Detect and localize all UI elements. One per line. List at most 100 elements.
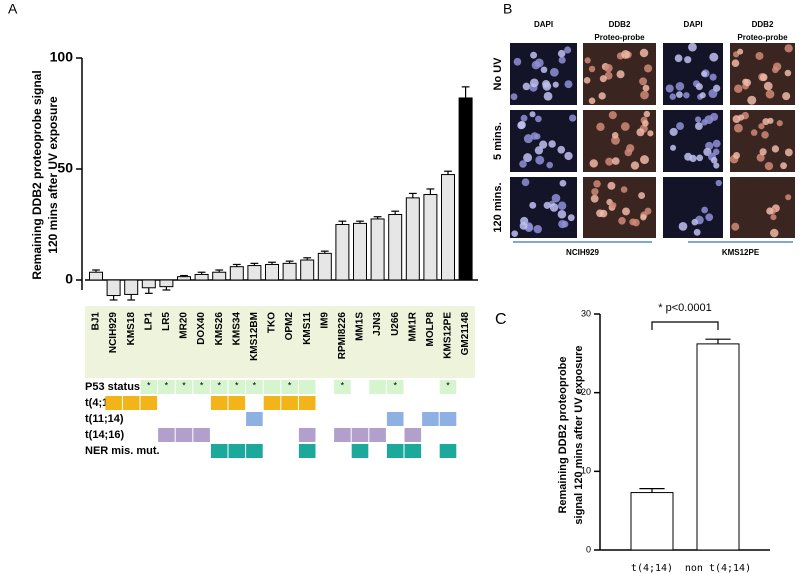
cell-nucleus xyxy=(520,114,528,122)
x-tick-label: KMS12PE xyxy=(443,312,454,359)
bar xyxy=(89,271,103,281)
cell-nucleus xyxy=(564,80,573,89)
cell-nucleus xyxy=(530,51,538,59)
annotation-cell xyxy=(386,412,404,426)
cell-nucleus xyxy=(593,180,601,188)
bar xyxy=(141,279,156,289)
cell-nucleus xyxy=(611,135,620,145)
annotation-cell xyxy=(281,380,298,394)
x-tick-label: MM1S xyxy=(355,312,366,341)
column-label: Proteo-probe xyxy=(594,33,645,42)
x-tick-label: IM9 xyxy=(319,312,330,329)
cell-nucleus xyxy=(618,217,626,225)
cell-nucleus xyxy=(588,97,596,105)
x-tick-label: t(4;14) xyxy=(631,563,673,574)
cell-nucleus xyxy=(688,42,697,52)
cell-nucleus xyxy=(765,89,775,99)
cell-nucleus xyxy=(689,154,697,163)
cell-nucleus xyxy=(611,132,619,139)
x-tick-label: RPMI8226 xyxy=(337,312,348,360)
cell-nucleus xyxy=(604,63,613,73)
cell-nucleus xyxy=(640,214,647,221)
cell-nucleus xyxy=(591,188,599,196)
annotation-cell xyxy=(175,380,193,394)
cell-nucleus xyxy=(769,228,779,238)
cell-nucleus xyxy=(669,93,676,100)
cell-nucleus xyxy=(639,77,648,86)
cell-nucleus xyxy=(731,59,740,67)
micrograph xyxy=(663,177,723,238)
cell-nucleus xyxy=(549,67,559,77)
cell-nucleus xyxy=(535,155,545,165)
annotation-cell xyxy=(175,428,193,442)
x-tick-label: non t(4;14) xyxy=(685,563,751,574)
cell-nucleus xyxy=(709,73,717,81)
cell-nucleus xyxy=(678,222,688,231)
panel-label: C xyxy=(495,311,507,328)
cell-nucleus xyxy=(713,162,720,169)
row-label: 120 mins. xyxy=(492,182,504,232)
star: * xyxy=(393,380,397,390)
x-tick-label: KMS18 xyxy=(126,312,137,346)
cell-nucleus xyxy=(784,44,793,53)
cell-nucleus xyxy=(770,214,777,221)
cell-nucleus xyxy=(551,193,561,203)
annotation-cell xyxy=(422,412,439,426)
cell-nucleus xyxy=(712,139,721,148)
cell-nucleus xyxy=(767,117,774,124)
x-tick-label: KMS11 xyxy=(302,312,313,345)
cell-nucleus xyxy=(695,83,703,91)
cell-nucleus xyxy=(622,207,630,216)
panel-label: A xyxy=(8,1,18,17)
cell-nucleus xyxy=(599,75,607,83)
bar xyxy=(106,279,121,297)
column-label: DDB2 xyxy=(752,20,774,29)
bar xyxy=(317,252,332,281)
bar xyxy=(423,194,438,281)
cell-nucleus xyxy=(710,157,718,164)
cell-nucleus xyxy=(743,78,752,87)
cell-nucleus xyxy=(564,46,572,54)
cell-nucleus xyxy=(734,84,743,93)
x-tick-label: LP1 xyxy=(143,312,154,331)
annotation-cell xyxy=(298,380,316,394)
annotation-cell xyxy=(263,380,281,394)
cell-nucleus xyxy=(620,122,630,131)
cell-nucleus xyxy=(695,116,702,123)
annotation-cell xyxy=(246,380,263,394)
bar xyxy=(441,174,455,281)
cell-nucleus xyxy=(542,82,552,91)
cell-nucleus xyxy=(588,65,596,73)
cell-nucleus xyxy=(737,48,744,55)
cell-nucleus xyxy=(616,70,625,79)
row-label: 5 mins. xyxy=(492,122,504,160)
y-tick-label: 30 xyxy=(581,308,591,318)
cell-nucleus xyxy=(737,114,745,121)
annotation-cell xyxy=(298,396,316,410)
cell-nucleus xyxy=(589,159,598,168)
bar xyxy=(177,276,191,281)
bar xyxy=(159,279,174,288)
panel-label: B xyxy=(503,1,512,17)
annotation: * p<0.0001 xyxy=(658,302,712,314)
bar xyxy=(630,492,674,551)
cell-nucleus xyxy=(758,123,765,130)
annotation-cell xyxy=(404,444,422,458)
bar xyxy=(247,265,262,281)
y-tick-label: 0 xyxy=(65,271,73,287)
y-tick-label: 10 xyxy=(581,466,591,476)
cell-nucleus xyxy=(620,186,628,193)
cell-nucleus xyxy=(640,90,649,100)
cell-nucleus xyxy=(607,181,616,190)
annotation-cell xyxy=(334,380,351,394)
cell-nucleus xyxy=(763,81,773,91)
cell-nucleus xyxy=(691,218,699,226)
annotation-cell xyxy=(439,444,457,458)
annotation-cell xyxy=(193,428,210,442)
cell-nucleus xyxy=(780,162,787,170)
cell-nucleus xyxy=(684,56,692,64)
cell-nucleus xyxy=(557,145,566,154)
column-label: DAPI xyxy=(683,20,702,29)
bar xyxy=(212,271,227,281)
